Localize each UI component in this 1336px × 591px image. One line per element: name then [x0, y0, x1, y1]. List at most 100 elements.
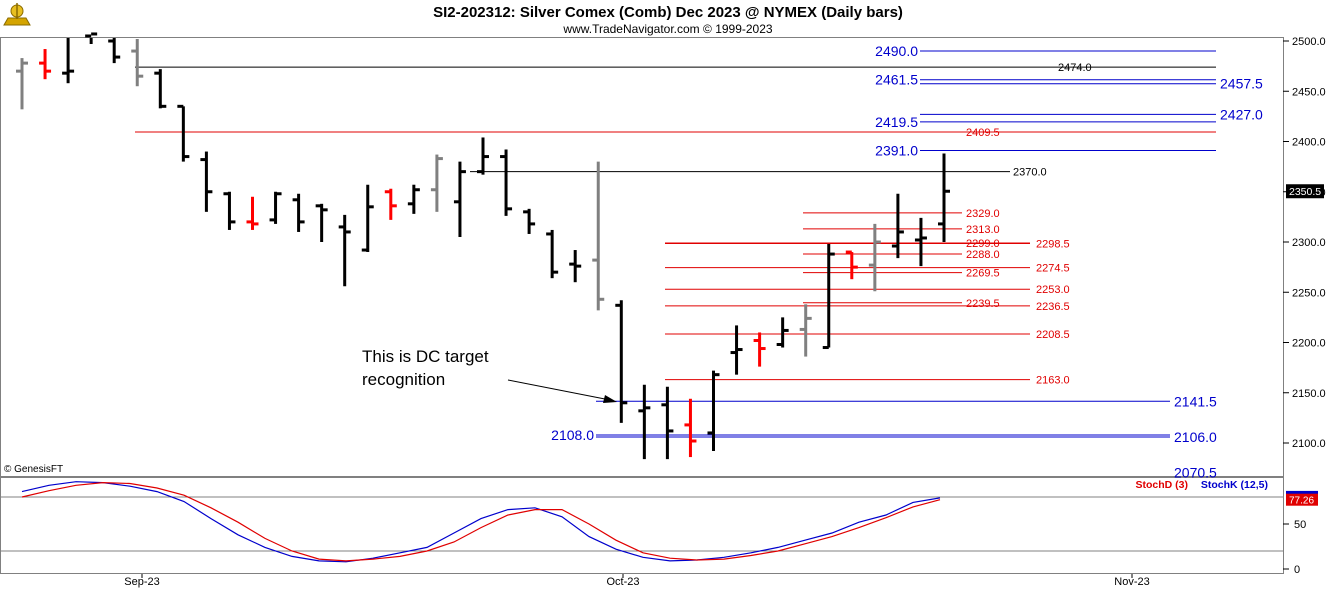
price-tick-label: 2300.0 — [1292, 237, 1326, 249]
price-tick-label: 2250.0 — [1292, 287, 1326, 299]
date-tick-label: Oct-23 — [606, 576, 639, 588]
annotation-arrowhead — [603, 395, 617, 403]
price-bar — [684, 398, 697, 458]
price-bar — [177, 104, 190, 162]
last-price-tag: 2350.5 — [1286, 184, 1324, 199]
price-bar — [338, 214, 351, 287]
price-tick-label: 2200.0 — [1292, 338, 1326, 350]
price-tick-label: 2450.0 — [1292, 86, 1326, 98]
level-label: 2274.5 — [1036, 263, 1070, 275]
price-bar — [407, 184, 420, 214]
price-bar — [154, 69, 167, 109]
level-label: 2298.5 — [1036, 239, 1070, 251]
level-label: 2106.0 — [1174, 429, 1217, 445]
price-bar — [845, 250, 858, 280]
stochd-line — [21, 481, 941, 562]
price-bar — [661, 386, 674, 460]
level-label: 2419.5 — [875, 114, 918, 130]
price-bar — [776, 317, 789, 348]
price-bar — [108, 38, 121, 64]
price-bar — [592, 161, 605, 311]
price-bar — [615, 300, 628, 423]
price-bar — [292, 193, 305, 232]
level-label: 2370.0 — [1013, 167, 1047, 179]
price-bar — [753, 332, 766, 367]
price-tick-label: 2400.0 — [1292, 137, 1326, 149]
stoch-tick-label: 0 — [1294, 564, 1300, 576]
level-label: 2236.5 — [1036, 301, 1070, 313]
price-bar — [246, 196, 259, 230]
price-tick-label: 2500.0 — [1292, 36, 1326, 48]
price-bar — [430, 154, 443, 212]
last-price-label: 2350.5 — [1289, 186, 1321, 198]
date-tick-label: Sep-23 — [124, 576, 159, 588]
price-bar — [315, 203, 328, 242]
stochk-line — [21, 481, 941, 563]
price-bar — [477, 137, 489, 175]
price-tick-label: 2150.0 — [1292, 388, 1326, 400]
price-bar — [730, 325, 743, 375]
stochd-legend: StochD (3) — [1136, 479, 1189, 491]
price-bar — [822, 244, 835, 350]
level-label: 2409.5 — [966, 127, 1000, 139]
price-bar — [638, 384, 651, 460]
price-bar — [269, 191, 282, 224]
level-label: 2461.5 — [875, 72, 918, 88]
annotation-line2: recognition — [362, 370, 445, 389]
svg-text:77.26: 77.26 — [1289, 496, 1314, 507]
stoch-reference-lines — [1, 496, 1283, 552]
price-bar — [200, 151, 213, 212]
level-label: 2239.5 — [966, 298, 1000, 310]
price-bar — [62, 38, 75, 84]
level-label: 2070.5 — [1174, 465, 1217, 481]
price-bar — [131, 38, 144, 87]
price-bar — [546, 229, 559, 279]
chart-title: SI2-202312: Silver Comex (Comb) Dec 2023… — [433, 4, 903, 21]
copyright-label: © GenesisFT — [4, 464, 63, 475]
stoch-lines — [21, 481, 941, 563]
price-bars — [16, 32, 950, 460]
price-bar — [523, 208, 536, 234]
price-panel-border — [0, 37, 1284, 477]
price-bar — [453, 161, 466, 237]
price-bar — [938, 153, 950, 242]
level-label: 2391.0 — [875, 143, 918, 159]
stochk-legend: StochK (12,5) — [1201, 479, 1268, 491]
genesis-logo — [3, 3, 31, 26]
stoch-axis: 50083.777.26 — [1283, 490, 1318, 576]
level-label: 2108.0 — [551, 427, 594, 443]
price-bar — [223, 191, 236, 230]
level-label: 2253.0 — [1036, 284, 1070, 296]
date-tick-label: Nov-23 — [1114, 576, 1149, 588]
date-axis: Sep-23 Oct-23 Nov-23 — [124, 574, 1150, 588]
price-bar — [361, 184, 374, 253]
price-bar — [868, 223, 881, 292]
dc-target-annotation: This is DC target recognition — [362, 347, 617, 403]
price-axis: 2500.02450.02400.02350.02300.02250.02200… — [1283, 36, 1326, 450]
price-tick-label: 2100.0 — [1292, 438, 1326, 450]
stoch-tick-label: 50 — [1294, 519, 1306, 531]
level-label: 2208.5 — [1036, 329, 1070, 341]
price-bar — [569, 250, 582, 283]
level-label: 2329.0 — [966, 208, 1000, 220]
price-bar — [500, 149, 513, 216]
annotation-arrow — [507, 379, 611, 401]
level-label: 2269.5 — [966, 268, 1000, 280]
level-label: 2427.0 — [1220, 106, 1263, 122]
level-label: 2474.0 — [1058, 62, 1092, 74]
annotation-line1: This is DC target — [362, 347, 489, 366]
chart-subtitle: www.TradeNavigator.com © 1999-2023 — [562, 22, 772, 36]
stochd-value-tag: 77.26 — [1286, 493, 1318, 507]
level-label: 2490.0 — [875, 43, 918, 59]
level-label: 2288.0 — [966, 249, 1000, 261]
level-label: 2163.0 — [1036, 375, 1070, 387]
price-bar — [384, 188, 397, 220]
price-bar — [914, 217, 927, 267]
level-label: 2313.0 — [966, 224, 1000, 236]
price-bar — [891, 193, 904, 259]
price-bar — [707, 370, 720, 452]
price-bar — [85, 32, 98, 45]
price-bar — [799, 304, 812, 357]
price-bar — [39, 49, 52, 80]
